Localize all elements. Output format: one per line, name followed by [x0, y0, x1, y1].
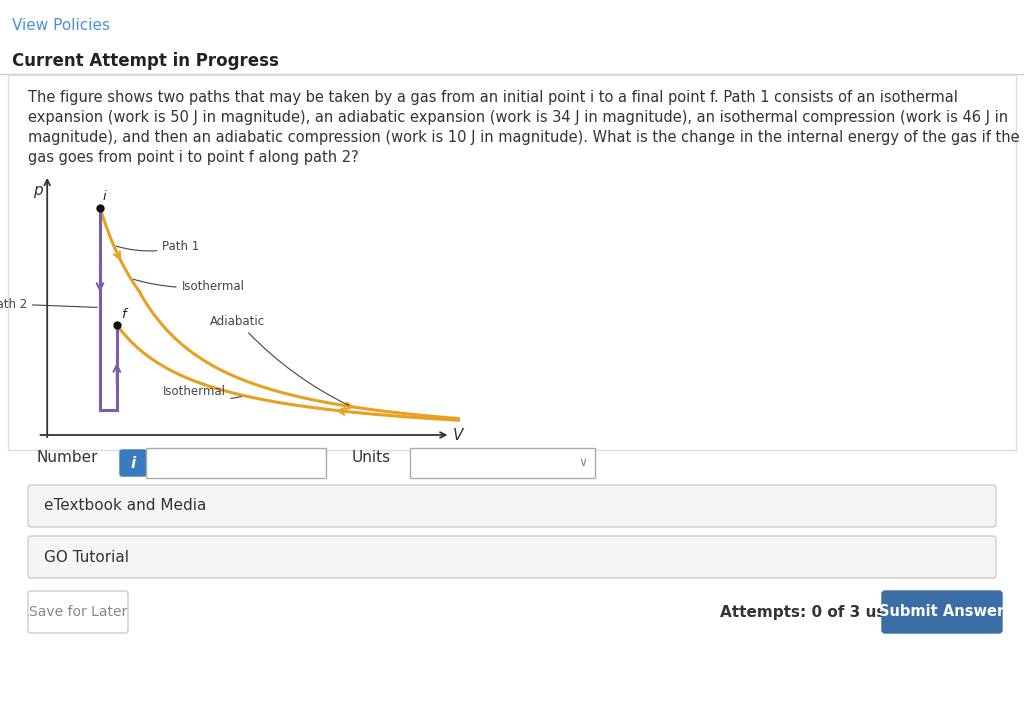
Text: i: i: [102, 190, 106, 202]
Text: Path 1: Path 1: [117, 240, 200, 253]
Text: Units: Units: [352, 450, 391, 465]
Text: View Policies: View Policies: [12, 18, 110, 33]
FancyBboxPatch shape: [28, 591, 128, 633]
Text: expansion (work is 50 J in magnitude), an adiabatic expansion (work is 34 J in m: expansion (work is 50 J in magnitude), a…: [28, 110, 1008, 125]
Text: magnitude), and then an adiabatic compression (work is 10 J in magnitude). What : magnitude), and then an adiabatic compre…: [28, 130, 1020, 145]
Text: Number: Number: [36, 450, 97, 465]
FancyBboxPatch shape: [120, 450, 146, 476]
FancyBboxPatch shape: [882, 591, 1002, 633]
Text: GO Tutorial: GO Tutorial: [44, 549, 129, 564]
Text: Isothermal: Isothermal: [163, 385, 242, 399]
Text: f: f: [121, 308, 125, 321]
Text: Submit Answer: Submit Answer: [880, 605, 1005, 620]
Text: eTextbook and Media: eTextbook and Media: [44, 498, 207, 513]
Text: Adiabatic: Adiabatic: [210, 315, 349, 406]
FancyBboxPatch shape: [28, 485, 996, 527]
Text: i: i: [130, 455, 135, 471]
Bar: [8, 75, 1016, 450]
Text: Attempts: 0 of 3 used: Attempts: 0 of 3 used: [720, 605, 906, 620]
Text: gas goes from point i to point f along path 2?: gas goes from point i to point f along p…: [28, 150, 358, 165]
Text: p: p: [33, 183, 42, 198]
Text: Isothermal: Isothermal: [133, 279, 245, 293]
Text: Path 2: Path 2: [0, 297, 97, 311]
Text: Save for Later: Save for Later: [29, 605, 127, 619]
Text: Current Attempt in Progress: Current Attempt in Progress: [12, 52, 279, 70]
FancyBboxPatch shape: [28, 536, 996, 578]
Bar: [146, 448, 326, 478]
Text: V: V: [453, 428, 463, 442]
Text: ∨: ∨: [579, 457, 588, 469]
Text: The figure shows two paths that may be taken by a gas from an initial point i to: The figure shows two paths that may be t…: [28, 90, 957, 105]
Bar: [410, 448, 595, 478]
